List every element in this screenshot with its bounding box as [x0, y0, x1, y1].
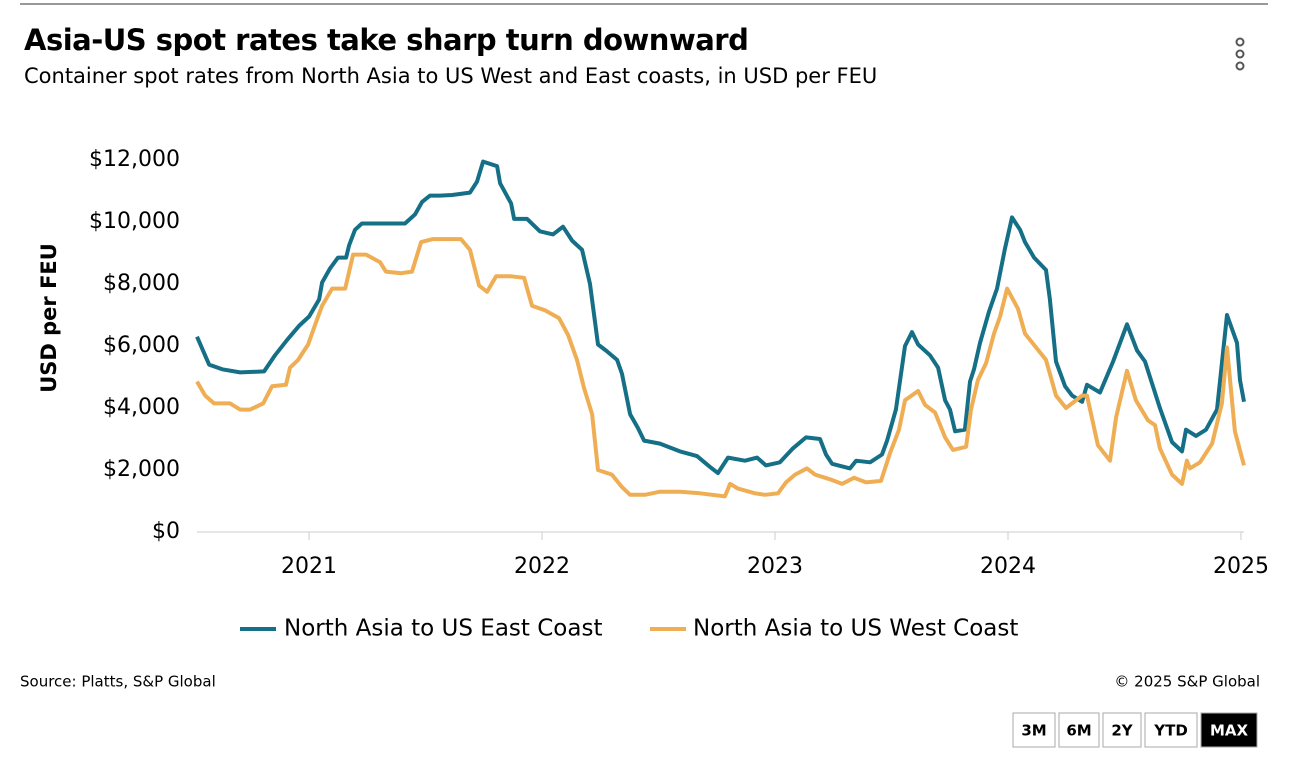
- range-button[interactable]: 6M: [1058, 712, 1100, 748]
- range-button[interactable]: 3M: [1012, 712, 1056, 748]
- range-button[interactable]: YTD: [1144, 712, 1198, 748]
- button-label: MAX: [1210, 722, 1249, 740]
- y-tick-label: $12,000: [89, 147, 180, 172]
- y-tick-label: $8,000: [103, 271, 180, 296]
- legend-label: North Asia to US West Coast: [693, 616, 1018, 642]
- copyright: © 2025 S&P Global: [1114, 673, 1260, 691]
- y-tick-label: $2,000: [103, 457, 180, 482]
- range-button[interactable]: MAX: [1200, 712, 1258, 748]
- x-tick-label: 2022: [514, 554, 570, 579]
- button-bg: [1102, 712, 1142, 748]
- button-label: 2Y: [1111, 722, 1133, 740]
- button-bg: [1012, 712, 1056, 748]
- y-tick-label: $0: [152, 519, 180, 544]
- x-tick-label: 2023: [747, 554, 803, 579]
- x-tick-label: 2024: [980, 554, 1036, 579]
- button-label: 3M: [1021, 722, 1046, 740]
- series-line: [195, 159, 1246, 476]
- y-tick-label: $6,000: [103, 333, 180, 358]
- legend-label: North Asia to US East Coast: [284, 616, 602, 642]
- y-axis-label: USD per FEU: [37, 243, 61, 393]
- series-line: [195, 237, 1246, 499]
- button-label: 6M: [1066, 722, 1091, 740]
- button-bg: [1144, 712, 1198, 748]
- source: Source: Platts, S&P Global: [20, 673, 216, 691]
- button-bg: [1058, 712, 1100, 748]
- chart-title: Asia-US spot rates take sharp turn downw…: [24, 23, 748, 57]
- y-tick-label: $10,000: [89, 209, 180, 234]
- y-tick-label: $4,000: [103, 395, 180, 420]
- chart-subtitle: Container spot rates from North Asia to …: [24, 64, 877, 88]
- button-bg: [1200, 712, 1258, 748]
- menu-button[interactable]: [1235, 37, 1245, 71]
- button-label: YTD: [1153, 722, 1188, 740]
- range-button[interactable]: 2Y: [1102, 712, 1142, 748]
- x-tick-label: 2025: [1213, 554, 1269, 579]
- x-tick-label: 2021: [281, 554, 337, 579]
